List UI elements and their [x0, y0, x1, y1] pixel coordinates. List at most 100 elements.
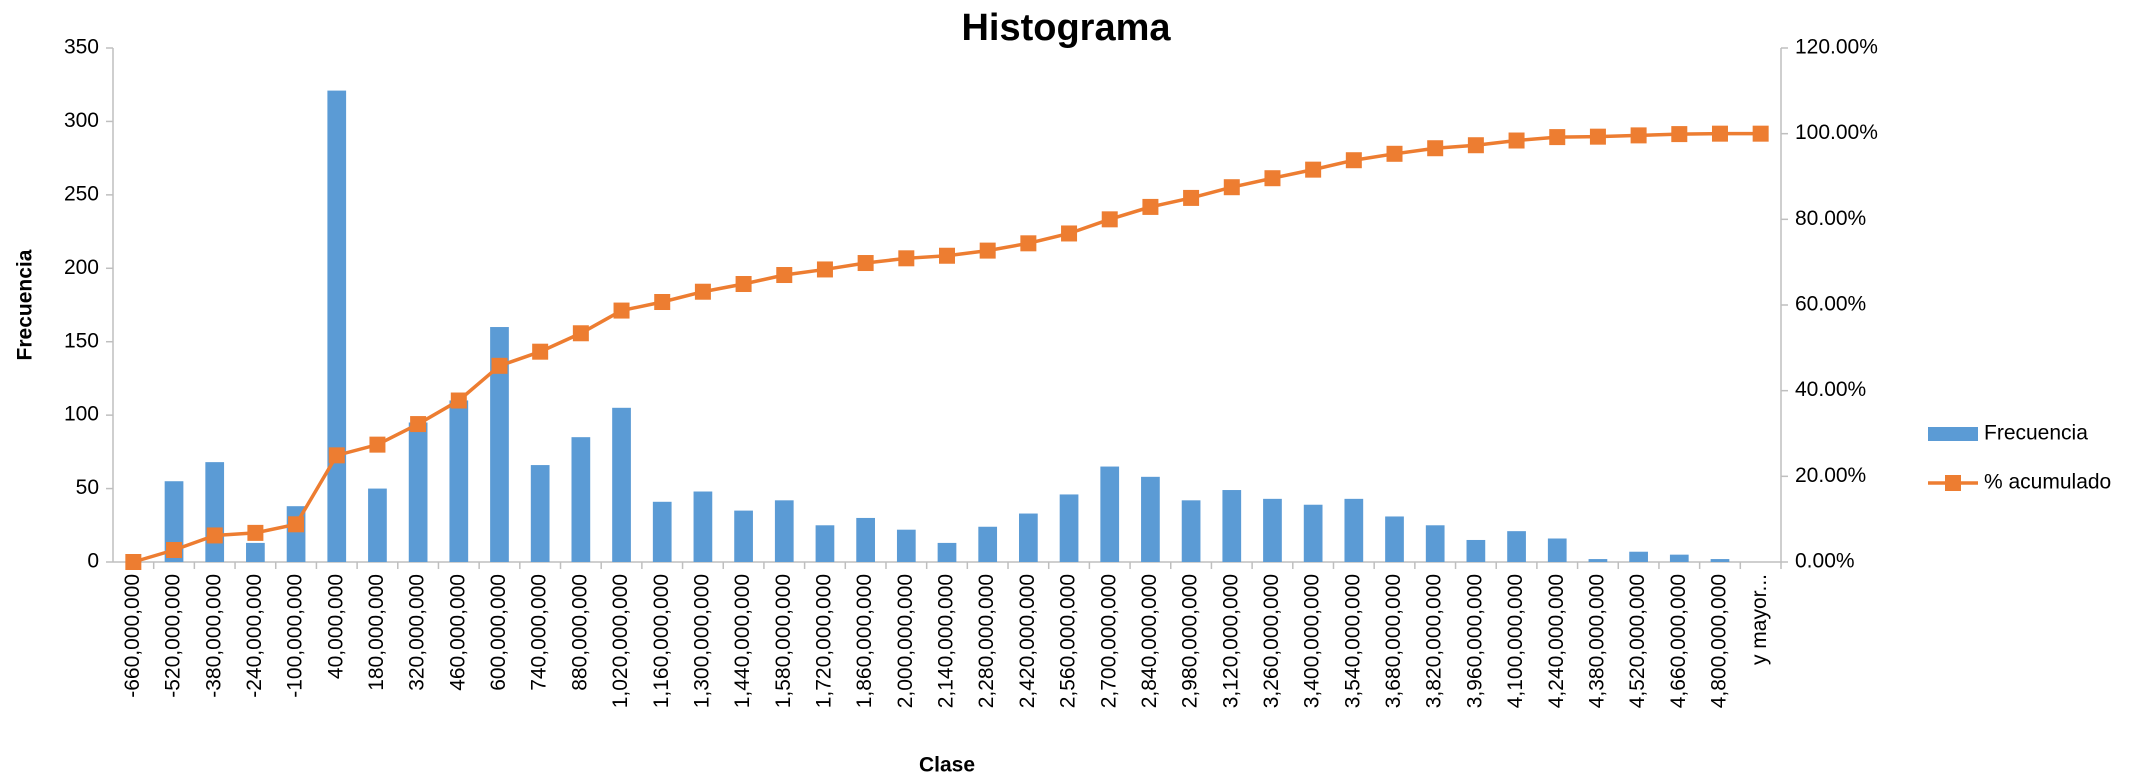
bar — [1425, 525, 1445, 562]
x-tick-label: -660,000,000 — [121, 574, 144, 698]
y-tick-label: 300 — [64, 109, 99, 132]
line-marker — [1386, 145, 1403, 162]
bar — [1385, 516, 1404, 562]
bar — [734, 510, 753, 562]
x-tick-label: 1,720,000,000 — [812, 574, 835, 708]
chart-title: Histograma — [961, 7, 1171, 49]
x-tick-label: 4,380,000,000 — [1585, 574, 1608, 708]
bar — [164, 481, 184, 562]
line-marker — [939, 247, 955, 264]
x-axis-title: Clase — [919, 754, 975, 777]
bar — [652, 501, 672, 562]
legend-label: Frecuencia — [1984, 422, 2088, 445]
line-marker — [288, 516, 305, 533]
bar — [815, 525, 835, 562]
line-marker — [1061, 225, 1078, 242]
bar — [1222, 490, 1242, 562]
x-tick-label: 460,000,000 — [446, 574, 469, 691]
x-tick-label: 1,160,000,000 — [650, 574, 673, 708]
bar — [530, 465, 550, 562]
line-marker — [1142, 198, 1159, 215]
line-marker — [166, 542, 183, 559]
line-marker — [1508, 132, 1525, 149]
x-tick-label: 2,700,000,000 — [1097, 574, 1120, 708]
bar — [1710, 559, 1730, 562]
y-tick-label: 250 — [64, 182, 99, 205]
bar — [449, 400, 469, 562]
line-marker — [613, 302, 630, 319]
x-tick-label: 2,280,000,000 — [975, 574, 998, 708]
line-marker — [450, 392, 467, 409]
bar — [1100, 466, 1120, 562]
y2-tick-label: 40.00% — [1795, 378, 1866, 401]
bar — [1181, 500, 1201, 562]
x-tick-label: 320,000,000 — [406, 574, 429, 691]
y-tick-label: 150 — [64, 329, 99, 352]
x-tick-label: 1,440,000,000 — [731, 574, 754, 708]
x-tick-label: 40,000,000 — [324, 574, 347, 679]
bar — [1507, 531, 1526, 562]
bar — [1303, 504, 1323, 562]
line-marker — [1752, 125, 1769, 142]
line-marker — [1101, 211, 1118, 228]
bar — [978, 526, 998, 562]
y2-tick-label: 0.00% — [1795, 550, 1855, 573]
x-tick-label: 3,960,000,000 — [1463, 574, 1486, 708]
bar — [1263, 498, 1282, 562]
line-marker — [1345, 152, 1362, 169]
bar — [1547, 538, 1567, 562]
y-axis-title: Frecuencia — [14, 249, 37, 360]
y-tick-label: 100 — [64, 403, 99, 426]
y2-tick-label: 60.00% — [1795, 293, 1866, 316]
line-marker — [532, 343, 549, 360]
bar — [205, 462, 225, 562]
line-marker — [1427, 140, 1444, 157]
line-marker — [1711, 125, 1728, 142]
bar — [1141, 476, 1160, 562]
line-marker — [735, 276, 752, 293]
line-marker — [776, 267, 793, 284]
bar — [856, 517, 875, 562]
x-tick-label: 4,800,000,000 — [1708, 574, 1731, 708]
line-marker — [206, 527, 223, 544]
x-tick-label: 2,560,000,000 — [1057, 574, 1080, 708]
bar — [612, 407, 631, 562]
x-tick-label: 1,300,000,000 — [690, 574, 713, 708]
y2-tick-label: 80.00% — [1795, 207, 1866, 230]
x-tick-label: -100,000,000 — [284, 574, 307, 698]
y-tick-label: 50 — [76, 476, 99, 499]
x-tick-label: 2,980,000,000 — [1179, 574, 1202, 708]
line-marker — [857, 255, 874, 272]
line-marker — [1305, 161, 1322, 178]
line-marker — [1264, 170, 1281, 187]
bar — [937, 542, 957, 562]
line-marker — [491, 357, 508, 374]
line-marker — [694, 283, 711, 300]
line-marker — [1020, 235, 1037, 252]
bar — [246, 542, 265, 562]
x-tick-label: 1,580,000,000 — [772, 574, 795, 708]
line-marker — [979, 242, 996, 259]
x-tick-label: 3,120,000,000 — [1219, 574, 1242, 708]
line-marker — [328, 447, 345, 464]
bar — [368, 488, 387, 562]
line-marker — [1630, 127, 1647, 144]
x-tick-label: 740,000,000 — [528, 574, 551, 691]
line-marker — [410, 416, 427, 433]
line-marker — [369, 436, 386, 453]
x-tick-label: 4,520,000,000 — [1626, 574, 1649, 708]
y2-tick-label: 20.00% — [1795, 464, 1866, 487]
y2-tick-label: 100.00% — [1795, 121, 1878, 144]
y-tick-label: 0 — [87, 550, 99, 573]
bar — [1466, 539, 1486, 562]
x-tick-label: 2,420,000,000 — [1016, 574, 1039, 708]
line-marker — [816, 261, 833, 278]
x-tick-label: 2,140,000,000 — [935, 574, 958, 708]
x-tick-label: 3,400,000,000 — [1301, 574, 1324, 708]
bar — [327, 90, 347, 563]
y-tick-label: 350 — [64, 36, 99, 59]
x-tick-label: 880,000,000 — [568, 574, 591, 691]
x-tick-label: -380,000,000 — [202, 574, 225, 698]
